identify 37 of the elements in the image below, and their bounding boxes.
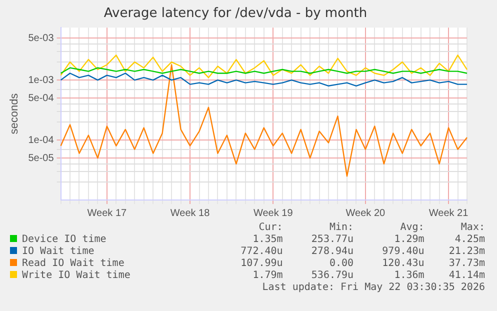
text: 37.73m <box>448 258 485 270</box>
text: 772.40u <box>240 246 283 258</box>
text: Cur: <box>258 222 283 234</box>
legend-label: Write IO Wait time <box>21 270 132 282</box>
text: Avg: <box>399 222 424 234</box>
text: 41.14m <box>448 270 485 282</box>
text: 278.94u <box>310 246 354 258</box>
text: Max: <box>460 222 485 234</box>
chart-title: Average latency for /dev/vda - by month <box>104 6 368 22</box>
legend-label: IO Wait time <box>21 246 96 258</box>
text: Last update: Fri May 22 03:30:35 2026 <box>261 282 485 294</box>
text: 0.00 <box>328 258 354 270</box>
text: 1.36m <box>393 270 424 282</box>
y-axis-title: seconds <box>8 92 21 134</box>
text: 107.99u <box>240 258 283 270</box>
text: 120.43u <box>381 258 424 270</box>
y-tick-label: 5e-04 <box>28 92 54 104</box>
text: 4.25m <box>454 234 485 246</box>
legend-label: Read IO Wait time <box>21 258 126 270</box>
x-tick-label: Week 20 <box>346 208 386 219</box>
y-tick-label: 5e-05 <box>28 152 54 164</box>
x-tick-label: Week 19 <box>253 208 294 219</box>
text: 253.77u <box>310 234 354 246</box>
x-tick-label: Week 21 <box>428 208 469 219</box>
text: 979.40u <box>381 246 424 258</box>
text: 21.23m <box>448 246 485 258</box>
x-tick-label: Week 17 <box>87 208 128 219</box>
text: 1.29m <box>393 234 424 246</box>
legend-label: Device IO time <box>21 234 108 246</box>
text: 1.79m <box>252 270 283 282</box>
text: 1.35m <box>252 234 283 246</box>
y-tick-label: 1e-04 <box>28 134 54 146</box>
text: Min: <box>328 222 354 234</box>
y-tick-label: 1e-03 <box>28 74 54 86</box>
text: 536.79u <box>310 270 354 282</box>
x-tick-label: Week 18 <box>170 208 210 219</box>
y-tick-label: 5e-03 <box>28 32 54 44</box>
